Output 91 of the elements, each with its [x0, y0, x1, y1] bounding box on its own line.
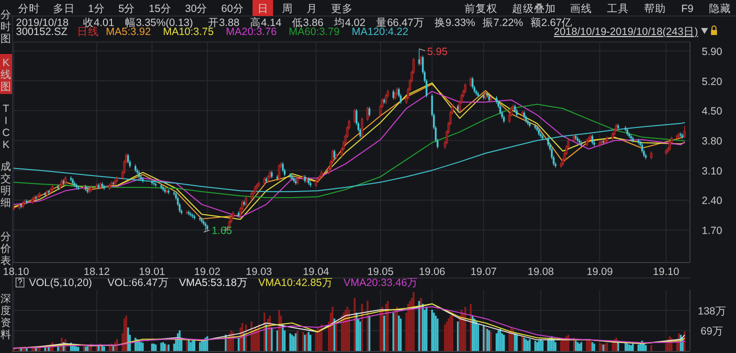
y-tick-label: 138万 [698, 305, 726, 318]
candlestick [70, 176, 72, 182]
y-tick-label: 1.70 [702, 225, 722, 238]
text: 幅3.35%(0.13) [124, 17, 194, 29]
text: MA20:3.76 [226, 26, 277, 38]
candlestick [547, 136, 550, 147]
candlestick [354, 108, 356, 124]
x-tick-label: 19.08 [528, 266, 554, 278]
text: 分时 [18, 2, 40, 15]
candlestick [392, 89, 394, 100]
y-tick-label: 3.80 [702, 135, 722, 148]
candlestick [464, 83, 466, 94]
candlestick [192, 213, 194, 218]
text: 振7.22% [482, 17, 524, 29]
text: 深度资料 [0, 293, 12, 341]
y-tick-label: 3.10 [702, 165, 722, 178]
y-tick-label: 4.50 [702, 106, 722, 118]
candlestick [641, 142, 643, 154]
text: 前复权 [464, 3, 498, 15]
x-tick-label: 18.10 [2, 266, 30, 278]
text: 开3.88 [208, 17, 240, 29]
y-tick-label: 2.40 [702, 195, 722, 208]
line-series [13, 122, 685, 192]
text: 成交明细 [0, 160, 12, 209]
text: 分价表 [0, 231, 12, 267]
text: VOL(5,10,20) [29, 277, 92, 289]
text: 多日 [53, 3, 75, 15]
text: 5分 [118, 3, 136, 15]
text: 更多 [331, 3, 354, 15]
x-tick-label: 19.03 [246, 266, 272, 278]
text: VMA10:42.85万 [258, 277, 333, 289]
y-tick-label: 5.90 [702, 46, 722, 58]
text: F9 [681, 3, 694, 15]
text: MA10:3.75 [162, 26, 214, 38]
x-tick-label: 19.05 [367, 266, 394, 278]
candlestick [199, 216, 201, 222]
x-tick-label: 19.01 [138, 266, 166, 278]
candlestick [470, 76, 472, 88]
annotation: 5.95 [427, 46, 448, 58]
text: 1分 [88, 3, 105, 15]
text: VOL:66.47万 [108, 277, 169, 289]
candlestick [35, 195, 37, 200]
x-tick-label: 19.04 [302, 266, 330, 278]
x-tick-label: 19.10 [652, 266, 680, 278]
text: 日 [258, 3, 269, 15]
x-tick-label: 19.07 [470, 266, 497, 278]
candlestick [420, 55, 422, 66]
chart-subtitle: 2018/10/19-2019/10/18(243日) [554, 26, 698, 38]
text: 均4.02 [333, 17, 366, 29]
candlestick [600, 139, 603, 145]
text: 画线 [570, 2, 592, 15]
text: 高4.14 [250, 16, 282, 29]
text: 60分 [221, 3, 244, 15]
candlestick [366, 106, 369, 122]
text: TICK [2, 103, 10, 151]
text: 超级叠加 [512, 2, 556, 15]
x-tick-label: 19.06 [418, 266, 446, 278]
text: 额2.67亿 [530, 16, 573, 29]
y-tick-label: 5.20 [702, 76, 722, 88]
annotation: 1.65 [212, 225, 232, 238]
candlestick [360, 117, 364, 138]
candlestick [668, 140, 671, 152]
text: VMA5:53.18万 [178, 277, 248, 289]
text: 分时图 [0, 9, 12, 45]
text: 工具 [607, 3, 630, 15]
text: K线图 [0, 57, 12, 93]
text: 30分 [185, 3, 208, 15]
x-tick-label: 18.12 [84, 266, 110, 278]
x-tick-label: 19.02 [194, 266, 221, 278]
text: 隐藏 [709, 2, 731, 15]
text: 低3.86 [292, 17, 324, 29]
candlestick [472, 76, 474, 90]
text: 换9.33% [434, 17, 476, 29]
text: 15分 [148, 3, 172, 15]
candlestick [127, 153, 129, 164]
line-series [13, 104, 685, 198]
candlestick [278, 164, 280, 181]
candlestick [334, 149, 336, 160]
text: MA5:3.92 [106, 26, 152, 38]
text: 周 [282, 3, 294, 15]
text: 量66.47万 [376, 17, 424, 29]
text: 帮助 [644, 2, 666, 15]
x-tick-label: 19.09 [586, 266, 614, 278]
text: 2019/10/18 [16, 17, 69, 29]
text: 月 [306, 3, 318, 15]
series-label: VMA20:33.46万 [343, 277, 418, 289]
chart-title: 300152.SZ [16, 26, 68, 38]
y-tick-label: 69万 [700, 326, 724, 338]
text: MA60:3.79 [288, 26, 340, 38]
text: MA120:4.22 [352, 26, 408, 38]
candlestick [368, 106, 370, 117]
